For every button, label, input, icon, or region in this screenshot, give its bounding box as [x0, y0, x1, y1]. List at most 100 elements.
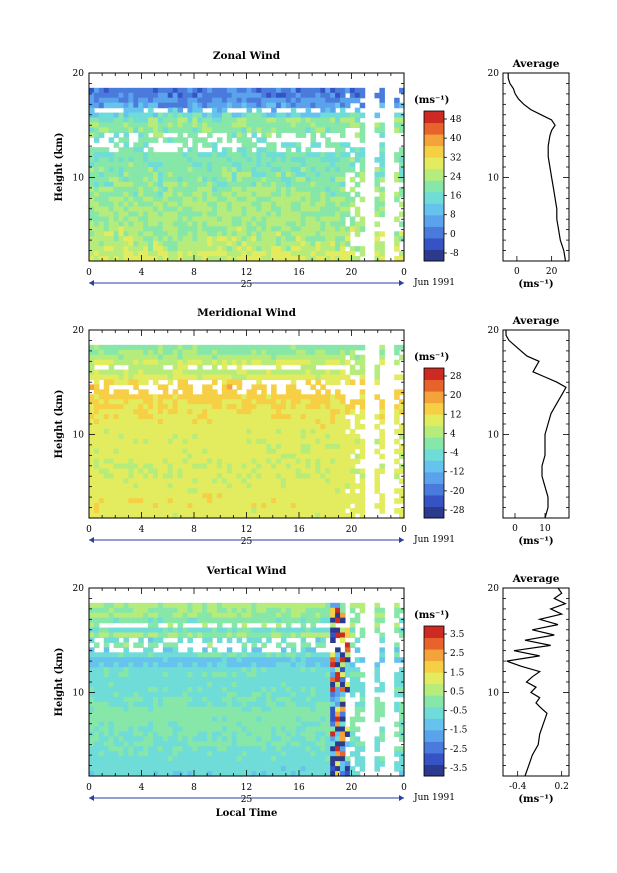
heatmap-cell — [182, 221, 189, 227]
heatmap-cell — [256, 508, 262, 514]
heatmap-cell — [133, 122, 139, 129]
heatmap-cell — [182, 617, 189, 624]
heatmap-cell — [330, 87, 336, 94]
heatmap-cell — [103, 493, 110, 499]
heatmap-cell — [335, 602, 341, 609]
heatmap-cell — [226, 211, 233, 218]
heatmap-cell — [172, 453, 179, 460]
heatmap-cell — [340, 399, 346, 405]
heatmap-cell — [98, 196, 105, 203]
heatmap-cell — [295, 632, 302, 639]
heatmap-cell — [399, 162, 405, 168]
heatmap-cell — [177, 107, 184, 114]
heatmap-cell — [197, 513, 203, 519]
heatmap-cell — [212, 458, 218, 465]
heatmap-cell — [335, 448, 341, 455]
heatmap-cell — [276, 241, 282, 247]
x-tick-label: 4 — [139, 525, 145, 535]
heatmap-cell — [354, 181, 361, 188]
heatmap-cell — [128, 359, 134, 366]
heatmap-cell — [98, 349, 105, 356]
heatmap-cell — [271, 414, 277, 420]
heatmap-cell — [113, 409, 120, 415]
heatmap-cell — [344, 682, 351, 688]
heatmap-cell — [182, 157, 189, 163]
heatmap-cell — [89, 508, 95, 514]
heatmap-cell — [359, 92, 366, 99]
heatmap-cell — [246, 354, 253, 361]
heatmap-cell — [212, 682, 218, 688]
heatmap-cell — [148, 364, 154, 371]
colorbar-swatch — [424, 168, 444, 181]
heatmap-cell — [157, 241, 164, 247]
heatmap-cell — [133, 256, 139, 262]
heatmap-cell — [123, 211, 129, 218]
heatmap-cell — [290, 196, 297, 203]
heatmap-cell — [89, 87, 95, 94]
heatmap-cell — [103, 627, 110, 634]
heatmap-cell — [157, 662, 164, 668]
heatmap-cell — [315, 226, 321, 232]
heatmap-cell — [340, 458, 346, 465]
heatmap-cell — [315, 414, 321, 420]
heatmap-cell — [182, 424, 189, 430]
heatmap-cell — [394, 344, 400, 351]
heatmap-cell — [133, 236, 139, 242]
heatmap-cell — [226, 176, 233, 183]
heatmap-cell — [172, 632, 179, 639]
heatmap-cell — [221, 102, 228, 109]
heatmap-cell — [207, 256, 213, 262]
heatmap-cell — [266, 433, 272, 440]
heatmap-cell — [231, 686, 238, 693]
heatmap-cell — [118, 419, 125, 425]
heatmap-cell — [231, 508, 238, 514]
heatmap-cell — [148, 483, 154, 489]
heatmap-cell — [152, 359, 159, 366]
heatmap-cell — [197, 256, 203, 262]
heatmap-cell — [118, 468, 125, 475]
heatmap-cell — [315, 642, 321, 648]
heatmap-cell — [290, 404, 297, 410]
heatmap-cell — [118, 122, 125, 129]
heatmap-cell — [359, 448, 366, 455]
heatmap-cell — [295, 414, 302, 420]
heatmap-cell — [354, 157, 361, 163]
heatmap-cell — [123, 226, 129, 232]
heatmap-cell — [335, 662, 341, 668]
heatmap-cell — [221, 607, 228, 614]
heatmap-cell — [266, 473, 272, 480]
heatmap-cell — [123, 473, 129, 480]
heatmap-cell — [300, 162, 307, 168]
heatmap-cell — [202, 409, 208, 415]
colorbar-swatch — [424, 483, 444, 496]
heatmap-cell — [177, 216, 184, 223]
heatmap-cell — [172, 369, 179, 376]
heatmap-cell — [295, 87, 302, 94]
heatmap-cell — [226, 508, 233, 514]
heatmap-cell — [236, 453, 243, 460]
heatmap-cell — [320, 662, 326, 668]
heatmap-cell — [157, 369, 164, 376]
heatmap-cell — [167, 617, 174, 624]
heatmap-cell — [236, 216, 243, 223]
heatmap-cell — [399, 152, 405, 158]
heatmap-cell — [276, 196, 282, 203]
heatmap-cell — [152, 404, 159, 410]
heatmap-cell — [212, 612, 218, 619]
heatmap-cell — [143, 443, 149, 450]
heatmap-cell — [167, 374, 174, 381]
heatmap-cell — [221, 662, 228, 668]
heatmap-cell — [93, 206, 100, 213]
heatmap-cell — [330, 92, 336, 99]
heatmap-cell — [172, 102, 179, 109]
heatmap-cell — [330, 682, 336, 688]
heatmap-cell — [295, 241, 302, 247]
heatmap-cell — [344, 102, 351, 109]
heatmap-cell — [133, 612, 139, 619]
heatmap-cell — [344, 359, 351, 366]
heatmap-cell — [231, 632, 238, 639]
heatmap-cell — [212, 503, 218, 509]
heatmap-cell — [241, 622, 248, 629]
heatmap-cell — [330, 508, 336, 514]
